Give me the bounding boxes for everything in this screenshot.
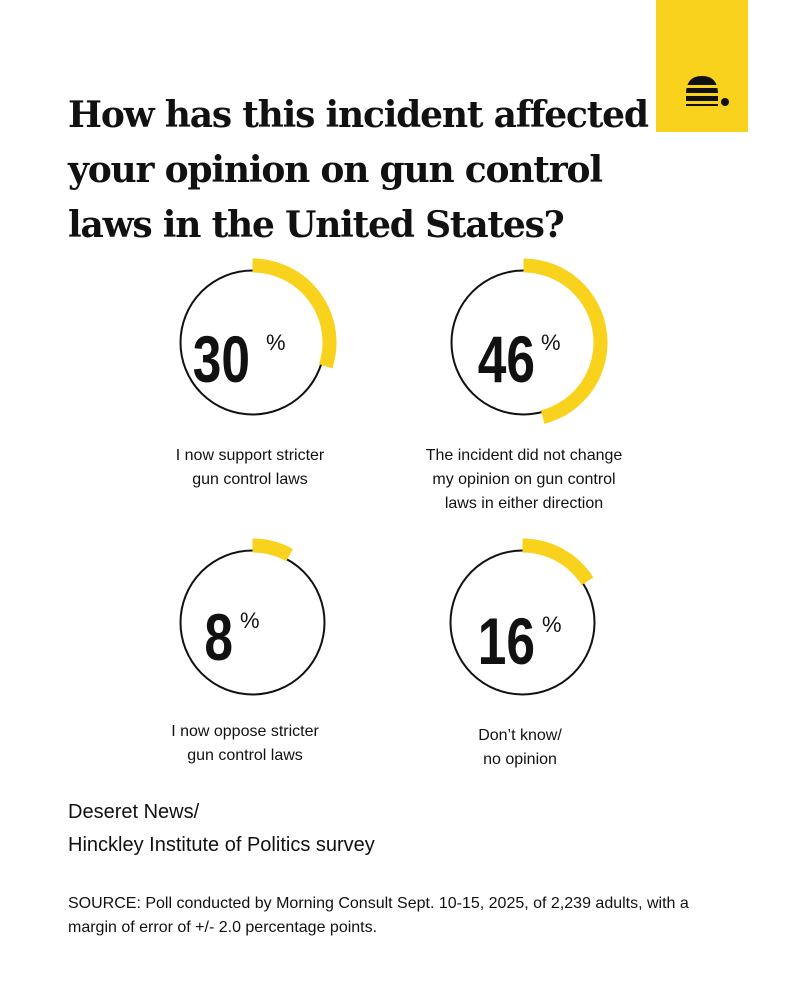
chart-title: How has this incident affected your opin… (68, 94, 649, 246)
donut-arc-0 (252, 258, 337, 369)
donut-value-3: 16 (478, 604, 535, 679)
donut-label-3: Don’t know/ no opinion (478, 727, 562, 768)
donut-arc-1 (523, 258, 608, 424)
source-note: SOURCE: Poll conducted by Morning Consul… (68, 895, 689, 936)
donut-unit-1: % (541, 330, 561, 355)
survey-credit: Deseret News/ Hinckley Institute of Poli… (68, 796, 375, 862)
donut-unit-0: % (266, 330, 286, 355)
donut-label-0: I now support stricter gun control laws (175, 447, 325, 488)
donut-unit-2: % (240, 608, 260, 633)
donut-arc-2 (252, 538, 293, 562)
donut-label-1: The incident did not change my opinion o… (425, 447, 623, 512)
beehive-logo-icon (682, 76, 729, 106)
donut-unit-3: % (542, 612, 562, 637)
donut-arc-3 (522, 538, 594, 585)
donut-chart-2: 8 % (160, 530, 345, 715)
credit-line-1: Deseret News/ (68, 801, 200, 823)
donut-value-2: 8 (204, 600, 233, 675)
donut-label-2: I now oppose stricter gun control laws (171, 723, 319, 764)
brand-logo-box (656, 0, 748, 132)
donut-chart-3: 16 % (430, 530, 615, 715)
donut-chart-1: 46 % (431, 250, 616, 435)
donut-chart-0: 30 % (160, 250, 345, 435)
credit-line-2: Hinckley Institute of Politics survey (68, 834, 375, 856)
donut-value-0: 30 (193, 322, 250, 397)
donut-value-1: 46 (478, 322, 535, 397)
